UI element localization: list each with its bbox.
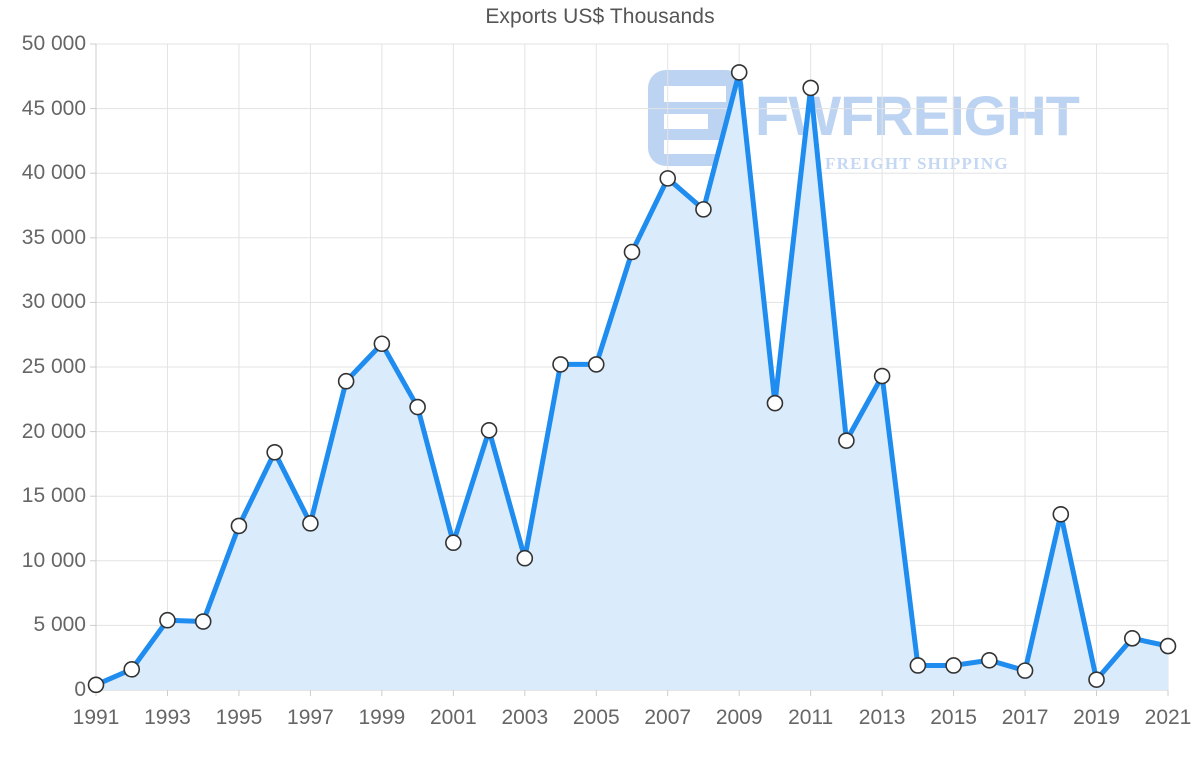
x-tick-label: 2015 xyxy=(930,706,977,729)
data-point[interactable] xyxy=(1159,637,1177,655)
data-point[interactable] xyxy=(945,657,962,674)
data-point[interactable] xyxy=(373,335,391,353)
x-tick-label: 2007 xyxy=(644,706,692,729)
x-tick-label: 1991 xyxy=(72,706,120,729)
y-tick-label: 30 000 xyxy=(21,290,86,314)
x-tick-label: 2021 xyxy=(1144,706,1192,729)
data-point[interactable] xyxy=(266,443,283,461)
data-point[interactable] xyxy=(552,356,569,373)
y-tick-label: 45 000 xyxy=(21,96,86,120)
data-point[interactable] xyxy=(1052,505,1070,523)
data-point[interactable] xyxy=(909,657,927,674)
y-tick-label: 25 000 xyxy=(21,355,86,378)
data-point[interactable] xyxy=(480,422,498,439)
x-tick-label: 2011 xyxy=(788,706,834,729)
data-point[interactable] xyxy=(802,79,819,97)
y-axis: 0 5 000 10 000 15 000 20 000 25 000 30 000 35 0… xyxy=(0,0,86,763)
data-point[interactable] xyxy=(981,651,998,669)
data-point[interactable] xyxy=(659,170,677,187)
data-point[interactable] xyxy=(730,64,748,81)
y-tick-label: 0 xyxy=(74,678,86,701)
x-tick-label: 2013 xyxy=(858,706,906,729)
x-tick-label: 2009 xyxy=(715,706,763,729)
data-point[interactable] xyxy=(445,534,462,552)
x-tick-label: 2001 xyxy=(429,706,477,729)
y-tick-label: 15 000 xyxy=(21,484,86,508)
data-point[interactable] xyxy=(623,243,641,261)
logo-bar-middle xyxy=(664,114,708,129)
data-point[interactable] xyxy=(409,398,426,416)
data-point[interactable] xyxy=(302,515,319,532)
data-point[interactable] xyxy=(873,367,891,385)
data-point[interactable] xyxy=(516,549,534,567)
x-tick-label: 2019 xyxy=(1073,706,1120,729)
logo-bar-top xyxy=(664,86,726,102)
data-point[interactable] xyxy=(1016,662,1034,679)
data-point[interactable] xyxy=(337,372,355,390)
data-point[interactable] xyxy=(766,394,784,412)
data-point-markers xyxy=(87,64,1177,694)
x-tick-label: 2017 xyxy=(1001,706,1049,729)
y-tick-label: 35 000 xyxy=(21,225,86,249)
logo-bar-bottom xyxy=(664,140,726,154)
data-point[interactable] xyxy=(1088,671,1105,688)
data-point[interactable] xyxy=(587,356,605,373)
x-tick-label: 1999 xyxy=(358,706,406,729)
x-tick-label: 2005 xyxy=(572,706,620,729)
x-tick-label: 2003 xyxy=(501,706,549,729)
y-tick-label: 5 000 xyxy=(33,613,86,637)
data-point[interactable] xyxy=(194,613,212,630)
y-tick-label: 40 000 xyxy=(21,161,86,185)
y-tick-label: 20 000 xyxy=(21,419,86,443)
chart-title: Exports US$ Thousands xyxy=(485,5,715,28)
data-point[interactable] xyxy=(1123,630,1141,647)
data-point[interactable] xyxy=(695,201,712,218)
data-point[interactable] xyxy=(87,676,105,694)
x-tick-label: 1993 xyxy=(144,706,191,729)
y-tick-label: 10 000 xyxy=(21,548,86,572)
y-tick-label: 50 000 xyxy=(21,32,86,55)
data-point[interactable] xyxy=(159,611,176,629)
data-point[interactable] xyxy=(838,432,855,449)
x-tick-label: 1995 xyxy=(215,706,263,729)
data-point[interactable] xyxy=(230,517,248,535)
data-point[interactable] xyxy=(123,661,141,678)
x-tick-label: 1997 xyxy=(287,706,334,729)
